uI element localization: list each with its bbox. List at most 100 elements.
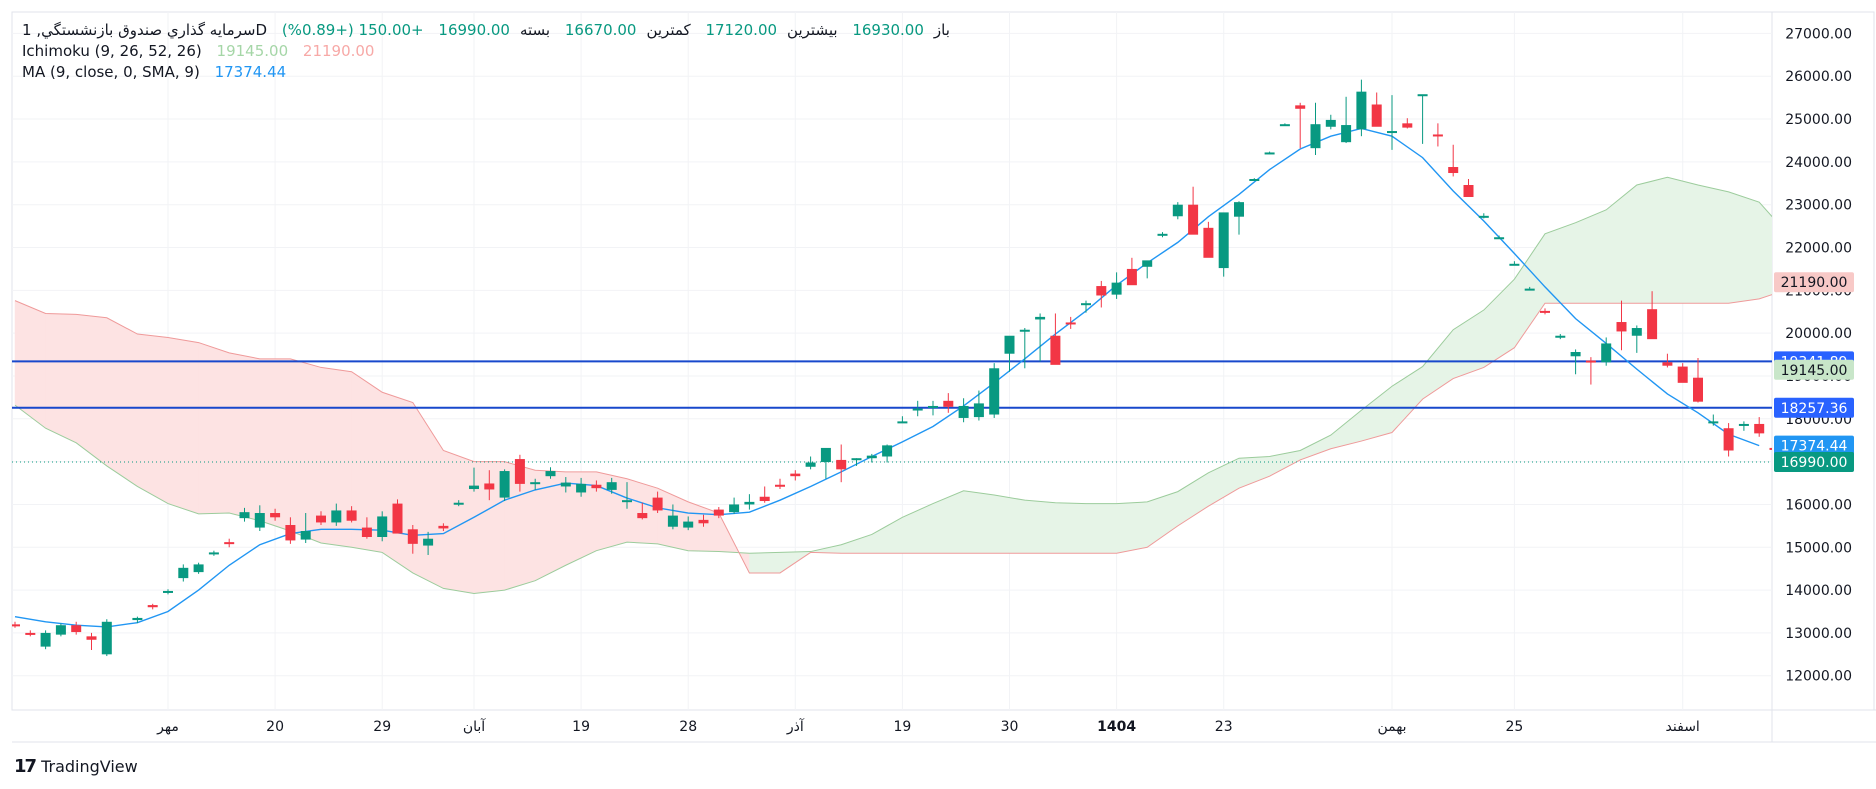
symbol-title[interactable]: سرمايه گذاري صندوق بازنشستگي, 1D <box>22 21 268 39</box>
candle-body <box>866 455 877 459</box>
y-tick-label: 25000.00 <box>1785 112 1852 128</box>
x-tick-label: 1404 <box>1097 719 1136 735</box>
candle <box>1111 272 1122 299</box>
candle-body <box>1065 322 1076 325</box>
candle <box>943 393 954 413</box>
y-tick-label: 12000.00 <box>1785 669 1852 685</box>
price-label-box <box>1774 272 1854 293</box>
candle-body <box>300 531 311 540</box>
candle-body <box>1264 152 1275 155</box>
candle-body <box>423 538 434 546</box>
candle <box>530 478 541 490</box>
candle <box>101 619 112 657</box>
candle <box>545 467 556 479</box>
candle <box>1218 212 1229 277</box>
candle <box>1019 328 1030 369</box>
candle-body <box>775 484 785 487</box>
candle <box>866 453 877 463</box>
cloud-segment <box>228 352 261 522</box>
candle <box>1448 144 1459 177</box>
candle-body <box>270 513 281 518</box>
candle <box>1341 96 1352 144</box>
candle-body <box>1142 260 1153 267</box>
y-tick-label: 26000.00 <box>1785 69 1852 85</box>
candle-body <box>178 567 189 579</box>
candle <box>254 505 265 532</box>
candle <box>239 507 250 522</box>
y-tick-label: 14000.00 <box>1785 583 1852 599</box>
candle <box>423 531 434 555</box>
ichimoku-row[interactable]: Ichimoku (9, 26, 52, 26) 19145.00 21190.… <box>22 41 960 62</box>
candle-body <box>667 515 678 527</box>
candle <box>316 511 326 526</box>
candle-body <box>1172 204 1183 217</box>
cloud-segment <box>1024 499 1056 554</box>
candle <box>300 513 311 543</box>
candle <box>1371 92 1382 127</box>
candle <box>989 363 1000 418</box>
candle <box>147 603 158 610</box>
cloud-segment <box>749 552 781 574</box>
candle <box>698 514 709 527</box>
candle <box>713 507 724 519</box>
candle <box>1402 118 1413 129</box>
candle-body <box>484 483 495 490</box>
candle <box>1601 337 1612 366</box>
x-tick-label: بهمن <box>1377 719 1406 735</box>
candle-body <box>40 632 51 647</box>
cloud-segment <box>993 494 1026 554</box>
candle-body <box>453 502 464 505</box>
candle-body <box>1738 423 1749 426</box>
candle-body <box>698 519 709 524</box>
cloud-segment <box>198 342 230 515</box>
candle-body <box>147 605 158 608</box>
low-value: 16670.00 <box>564 21 637 39</box>
candle-body <box>713 509 724 516</box>
y-tick-label: 16000.00 <box>1785 497 1852 513</box>
candle <box>1631 325 1642 353</box>
candle <box>25 630 36 637</box>
x-tick-label: 23 <box>1215 719 1233 735</box>
candle <box>729 497 740 514</box>
candle-body <box>1111 282 1122 295</box>
candle-body <box>1448 167 1459 174</box>
candle <box>1126 257 1137 286</box>
candle-body <box>1647 309 1658 340</box>
candle-body <box>989 368 1000 415</box>
cloud-segment <box>1177 472 1209 527</box>
y-tick-label: 15000.00 <box>1785 540 1852 556</box>
y-tick-label: 22000.00 <box>1785 241 1852 257</box>
candle-body <box>1157 233 1168 236</box>
candle <box>1157 232 1168 238</box>
candle <box>1524 286 1535 291</box>
close-label: بسته <box>519 21 551 39</box>
y-tick-label: 20000.00 <box>1785 326 1852 342</box>
candle <box>1203 221 1214 258</box>
price-label-text: 18257.36 <box>1781 401 1848 417</box>
candle-body <box>1601 343 1612 363</box>
candle <box>55 623 66 637</box>
candle <box>1723 423 1734 457</box>
cloud-segment <box>1514 233 1546 349</box>
candle-body <box>1279 124 1290 127</box>
candle <box>759 486 770 503</box>
candle <box>1356 79 1367 137</box>
candle-body <box>208 552 219 555</box>
candle <box>1555 334 1566 340</box>
candle <box>331 503 342 526</box>
x-tick-label: 25 <box>1505 719 1523 735</box>
candle-body <box>1631 328 1642 336</box>
candle <box>1509 261 1520 266</box>
tradingview-brand[interactable]: 17 TradingView <box>14 756 138 777</box>
candle <box>407 525 418 554</box>
candle-body <box>958 405 969 418</box>
candle <box>973 390 984 421</box>
cloud-segment <box>45 313 77 444</box>
x-tick-label: 30 <box>1001 719 1019 735</box>
candle <box>1662 353 1673 368</box>
candle-body <box>545 471 556 477</box>
ma-label: MA (9, close, 0, SMA, 9) <box>22 63 200 81</box>
candle <box>836 444 847 483</box>
ma-row[interactable]: MA (9, close, 0, SMA, 9) 17374.44 <box>22 62 960 83</box>
